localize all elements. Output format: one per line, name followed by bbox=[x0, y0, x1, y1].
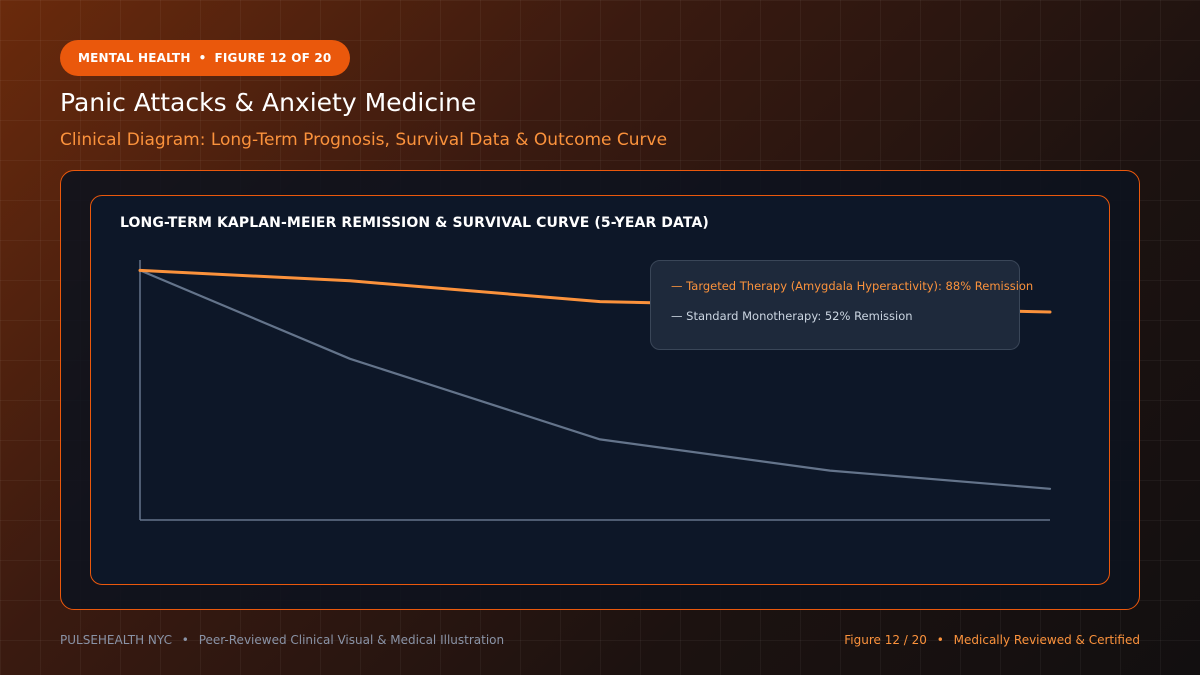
footer-figure: Figure 12 / 20 bbox=[844, 633, 927, 647]
footer-brand: PULSEHEALTH NYC bbox=[60, 633, 172, 647]
category-badge: MENTAL HEALTH • FIGURE 12 OF 20 bbox=[60, 40, 350, 76]
badge-category: MENTAL HEALTH bbox=[78, 51, 191, 65]
legend-item-standard: — Standard Monotherapy: 52% Remission bbox=[671, 309, 913, 323]
series-line-standard-monotherapy bbox=[138, 269, 1052, 490]
footer-separator-right: • bbox=[936, 633, 944, 647]
footer-tagline: Peer-Reviewed Clinical Visual & Medical … bbox=[198, 633, 505, 647]
badge-figure: FIGURE 12 OF 20 bbox=[214, 51, 332, 65]
legend-item-targeted: — Targeted Therapy (Amygdala Hyperactivi… bbox=[671, 279, 1034, 293]
badge-separator: • bbox=[198, 51, 207, 65]
page-title: Panic Attacks & Anxiety Medicine bbox=[60, 88, 477, 117]
footer-left: PULSEHEALTH NYC • Peer-Reviewed Clinical… bbox=[60, 633, 504, 647]
footer-certification: Medically Reviewed & Certified bbox=[953, 633, 1140, 647]
page-subtitle: Clinical Diagram: Long-Term Prognosis, S… bbox=[60, 130, 668, 150]
chart-title: LONG-TERM KAPLAN-MEIER REMISSION & SURVI… bbox=[120, 215, 709, 231]
footer-right: Figure 12 / 20 • Medically Reviewed & Ce… bbox=[844, 633, 1140, 647]
footer-separator: • bbox=[181, 633, 189, 647]
chart-legend: — Targeted Therapy (Amygdala Hyperactivi… bbox=[650, 260, 1034, 350]
